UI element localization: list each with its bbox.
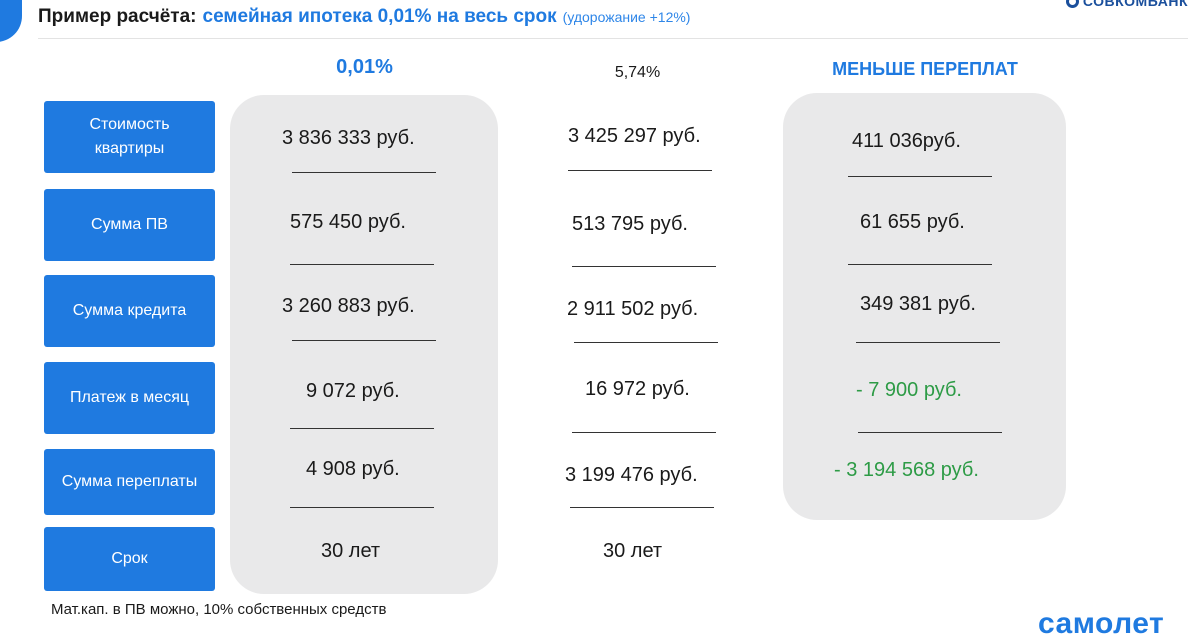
row-label-apartment-cost: Стоимость квартиры — [44, 101, 215, 173]
row-label-down-payment: Сумма ПВ — [44, 189, 215, 261]
rule — [568, 170, 712, 171]
row-label-monthly-payment: Платеж в месяц — [44, 362, 215, 434]
rule — [570, 507, 714, 508]
corner-accent — [0, 0, 22, 42]
column-header-savings: МЕНЬШЕ ПЕРЕПЛАТ — [832, 59, 1018, 79]
rule — [572, 432, 716, 433]
rule — [292, 172, 436, 173]
rate-a-term: 30 лет — [321, 540, 381, 562]
column-header-rate-b: 5,74% — [614, 64, 661, 81]
rate-b-down-payment: 513 795 руб. — [572, 213, 688, 235]
page-title: Пример расчёта: семейная ипотека 0,01% н… — [38, 6, 690, 32]
rate-b-monthly-payment: 16 972 руб. — [585, 378, 690, 400]
title-lead: Пример расчёта: — [38, 6, 197, 27]
rate-b-term: 30 лет — [603, 540, 663, 562]
rule — [856, 342, 1000, 343]
savings-down-payment: 61 655 руб. — [860, 211, 965, 233]
row-label-overpayment: Сумма переплаты — [44, 449, 215, 515]
rate-b-apartment-cost: 3 425 297 руб. — [568, 125, 701, 147]
rate-a-down-payment: 575 450 руб. — [290, 211, 406, 233]
rule — [572, 266, 716, 267]
footnote: Мат.кап. в ПВ можно, 10% собственных сре… — [51, 601, 387, 618]
rule — [292, 340, 436, 341]
savings-monthly-payment: - 7 900 руб. — [856, 379, 962, 401]
rate-b-overpayment: 3 199 476 руб. — [565, 464, 698, 486]
rate-a-apartment-cost: 3 836 333 руб. — [282, 127, 415, 149]
rule — [848, 176, 992, 177]
rule — [290, 264, 434, 265]
rule — [290, 507, 434, 508]
column-header-rate-a: 0,01% — [336, 56, 393, 78]
rule — [574, 342, 718, 343]
title-highlight: семейная ипотека 0,01% на весь срок — [202, 6, 557, 27]
title-note: (удорожание +12%) — [562, 9, 691, 25]
savings-loan-amount: 349 381 руб. — [860, 293, 976, 315]
rate-a-panel — [230, 95, 498, 594]
rule — [848, 264, 992, 265]
savings-panel — [783, 93, 1066, 520]
rule — [290, 428, 434, 429]
rate-b-loan-amount: 2 911 502 руб. — [567, 298, 699, 320]
row-label-term: Срок — [44, 527, 215, 591]
bank-logo-icon — [1065, 0, 1079, 8]
savings-apartment-cost: 411 036руб. — [852, 130, 961, 152]
rate-a-monthly-payment: 9 072 руб. — [306, 380, 400, 402]
rate-a-loan-amount: 3 260 883 руб. — [282, 295, 415, 317]
bank-logo-text: СОВКОМБАНК — [1082, 0, 1188, 9]
developer-logo: самолет — [1038, 607, 1165, 640]
savings-overpayment: - 3 194 568 руб. — [834, 459, 979, 481]
row-label-loan-amount: Сумма кредита — [44, 275, 215, 347]
rule — [858, 432, 1002, 433]
bank-logo: СОВКОМБАНК — [1065, 0, 1188, 9]
rate-a-overpayment: 4 908 руб. — [306, 458, 400, 480]
header-divider — [38, 38, 1188, 39]
